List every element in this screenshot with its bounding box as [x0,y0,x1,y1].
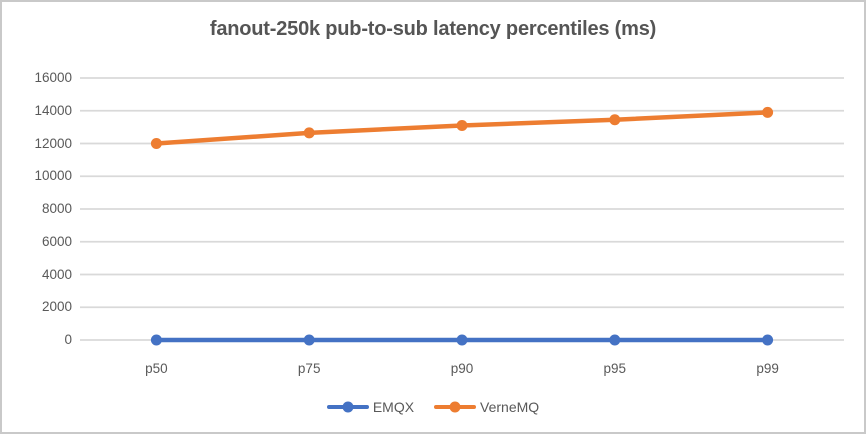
data-point-emqx-p75 [303,334,315,346]
y-axis-tick-label: 6000 [41,233,72,249]
chart-title: fanout-250k pub-to-sub latency percentil… [209,18,657,40]
legend-item-emqx: EMQX [326,399,415,415]
x-axis-tick-label: p75 [297,361,321,376]
data-point-vernemq-p95 [609,114,621,126]
y-axis-tick-label: 0 [64,332,72,347]
data-point-emqx-p90 [456,334,468,346]
data-point-vernemq-p90 [456,119,468,131]
legend-label-emqx: EMQX [372,399,415,415]
y-axis-tick-label: 2000 [41,299,72,315]
y-axis-tick-label: 10000 [34,168,72,184]
x-axis-tick-label: p50 [145,361,168,376]
x-axis-tick-label: p95 [603,361,627,376]
y-axis-tick-label: 8000 [41,201,72,216]
vernemq-line-marker-icon [434,401,477,413]
y-axis-tick-label: 12000 [34,135,72,151]
x-axis-tick-label: p90 [450,361,474,376]
legend: EMQX VerneMQ [2,399,864,415]
data-point-emqx-p50 [150,334,162,346]
emqx-line-marker-icon [326,401,369,413]
y-axis-tick-label: 4000 [41,266,72,282]
data-point-vernemq-p50 [150,138,162,149]
legend-item-vernemq: VerneMQ [434,399,539,415]
data-point-emqx-p99 [762,334,774,346]
data-point-emqx-p95 [609,334,621,346]
data-point-vernemq-p75 [303,127,315,139]
y-axis-tick-label: 14000 [34,102,72,118]
x-axis-tick-label: p99 [756,361,779,376]
legend-label-vernemq: VerneMQ [480,399,540,415]
data-point-vernemq-p99 [762,106,774,118]
y-axis-tick-label: 16000 [34,70,72,85]
